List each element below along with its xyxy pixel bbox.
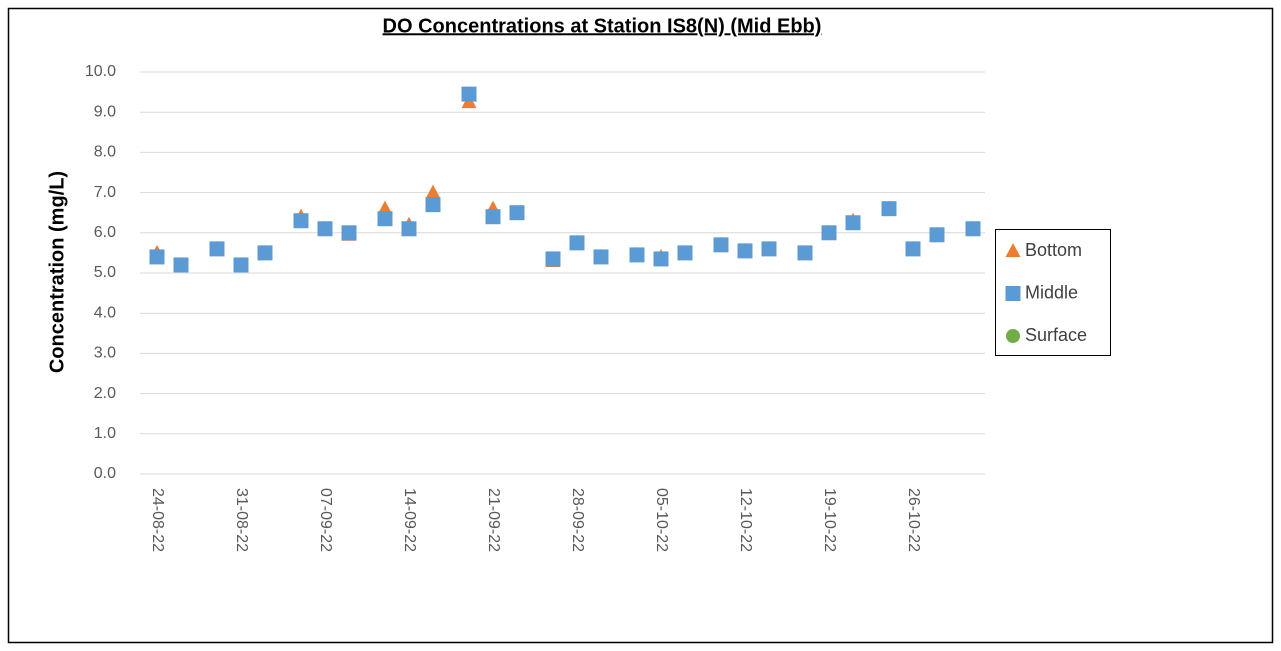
marker-square — [149, 249, 165, 265]
marker-square — [233, 257, 249, 273]
y-tick-label: 0.0 — [94, 465, 116, 482]
y-tick-label: 2.0 — [94, 385, 116, 402]
marker-square — [929, 227, 945, 243]
marker-square — [593, 249, 609, 265]
marker-square — [461, 86, 477, 102]
marker-square — [629, 247, 645, 263]
marker-square — [293, 213, 309, 229]
marker-circle — [1006, 329, 1020, 343]
marker-square — [713, 237, 729, 253]
y-tick-label: 1.0 — [94, 425, 116, 442]
marker-square — [965, 221, 981, 237]
x-tick-label: 12-10-22 — [737, 488, 754, 552]
marker-square — [401, 221, 417, 237]
y-tick-label: 8.0 — [94, 144, 116, 161]
marker-square — [845, 215, 861, 231]
marker-square — [797, 245, 813, 261]
y-tick-label: 4.0 — [94, 304, 116, 321]
marker-triangle — [1005, 243, 1021, 257]
x-tick-label: 19-10-22 — [821, 488, 838, 552]
y-tick-label: 10.0 — [85, 63, 116, 80]
legend-label: Middle — [1025, 282, 1078, 302]
marker-square — [509, 205, 525, 221]
marker-square — [317, 221, 333, 237]
x-tick-label: 14-09-22 — [401, 488, 418, 552]
y-tick-label: 7.0 — [94, 184, 116, 201]
marker-square — [737, 243, 753, 259]
marker-square — [209, 241, 225, 257]
marker-triangle — [425, 184, 441, 199]
marker-square — [485, 209, 501, 225]
x-tick-label: 21-09-22 — [485, 488, 502, 552]
x-tick-label: 05-10-22 — [653, 488, 670, 552]
marker-square — [677, 245, 693, 261]
y-tick-label: 9.0 — [94, 103, 116, 120]
x-tick-label: 26-10-22 — [905, 488, 922, 552]
marker-square — [881, 201, 897, 217]
marker-square — [377, 211, 393, 227]
legend-label: Surface — [1025, 325, 1087, 345]
y-tick-label: 6.0 — [94, 224, 116, 241]
marker-square — [821, 225, 837, 241]
marker-square — [569, 235, 585, 251]
marker-square — [545, 251, 561, 267]
chart-title: DO Concentrations at Station IS8(N) (Mid… — [383, 15, 822, 37]
y-axis-label: Concentration (mg/L) — [46, 171, 68, 373]
marker-square — [761, 241, 777, 257]
y-tick-label: 5.0 — [94, 264, 116, 281]
x-tick-label: 24-08-22 — [149, 488, 166, 552]
x-tick-label: 07-09-22 — [317, 488, 334, 552]
marker-triangle — [377, 200, 393, 215]
marker-square — [341, 225, 357, 241]
marker-square — [905, 241, 921, 257]
marker-square — [173, 257, 189, 273]
x-tick-label: 28-09-22 — [569, 488, 586, 552]
x-tick-label: 31-08-22 — [233, 488, 250, 552]
marker-square — [1005, 286, 1021, 301]
marker-square — [257, 245, 273, 261]
legend-label: Bottom — [1025, 240, 1082, 260]
marker-square — [425, 197, 441, 213]
marker-square — [653, 251, 669, 267]
y-tick-label: 3.0 — [94, 345, 116, 362]
